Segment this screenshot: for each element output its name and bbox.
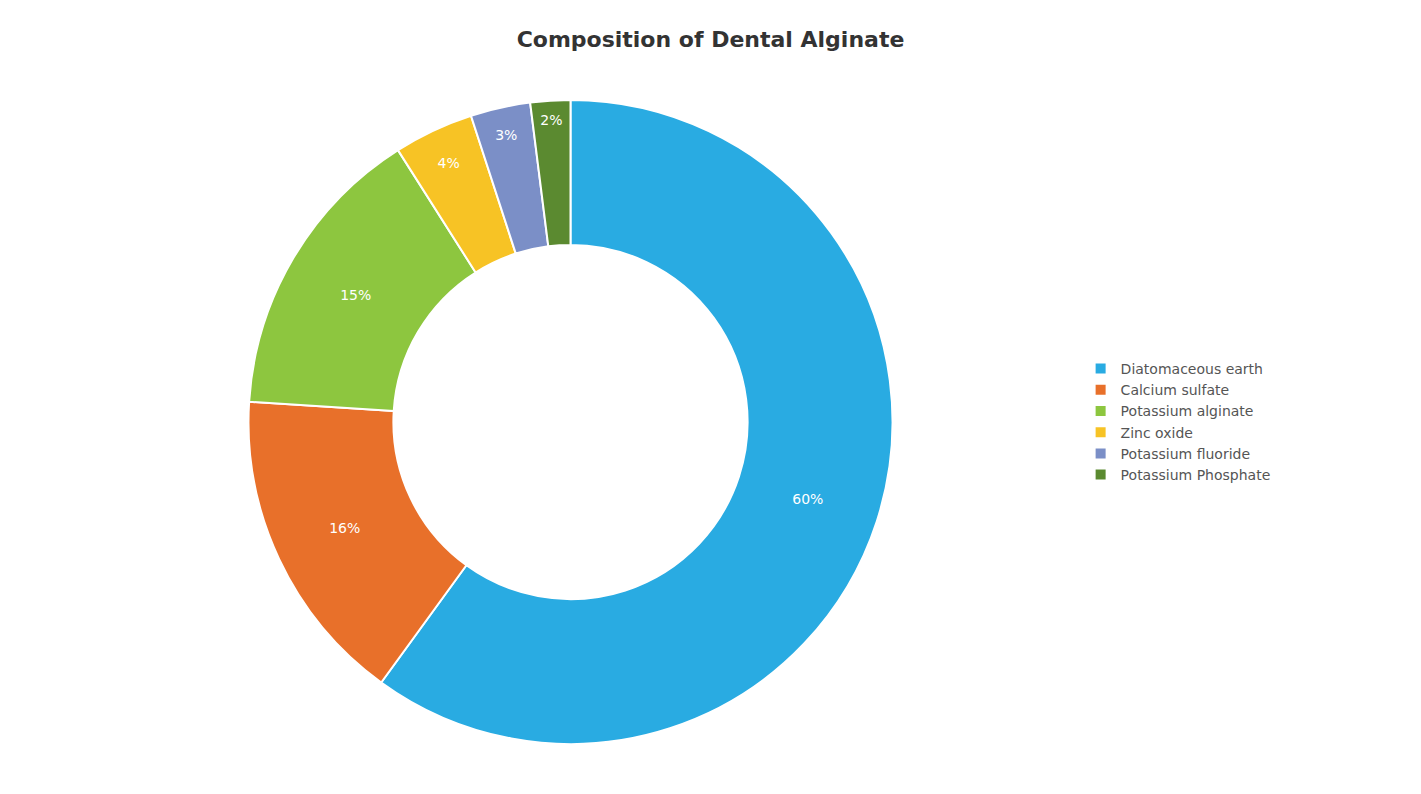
svg-text:60%: 60% (792, 491, 823, 507)
svg-text:Diatomaceous earth: Diatomaceous earth (1121, 361, 1263, 377)
svg-text:15%: 15% (340, 287, 371, 303)
svg-text:3%: 3% (495, 127, 517, 143)
svg-text:Potassium alginate: Potassium alginate (1121, 403, 1254, 419)
svg-text:Calcium sulfate: Calcium sulfate (1121, 382, 1229, 398)
svg-text:16%: 16% (329, 520, 360, 536)
svg-text:4%: 4% (438, 155, 460, 171)
svg-text:Composition of Dental Alginate: Composition of Dental Alginate (517, 27, 905, 52)
svg-text:Potassium Phosphate: Potassium Phosphate (1121, 467, 1271, 483)
svg-text:Potassium fluoride: Potassium fluoride (1121, 446, 1250, 462)
svg-text:2%: 2% (540, 112, 562, 128)
svg-text:Zinc oxide: Zinc oxide (1121, 425, 1193, 441)
